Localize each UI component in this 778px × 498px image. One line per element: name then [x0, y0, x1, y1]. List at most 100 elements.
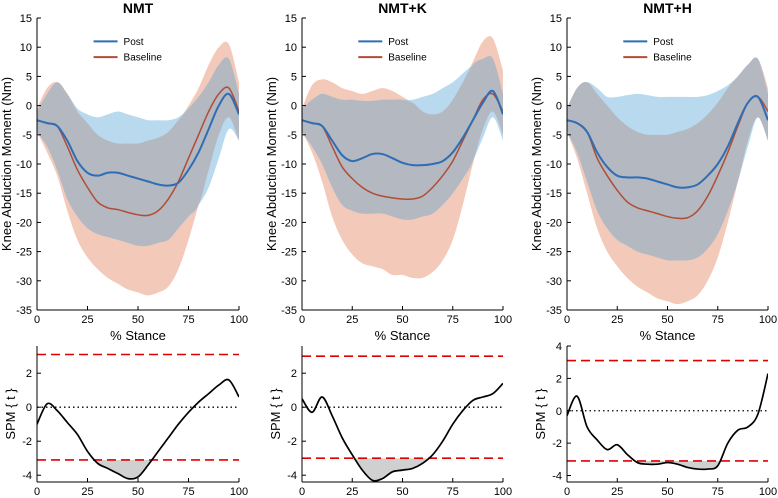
x-tick-label: 75: [182, 486, 194, 498]
x-tick-label: 25: [346, 486, 358, 498]
spm-panel-2: 0 25 50 75 100 -4 -2 0 2 SPM { t }: [268, 346, 512, 498]
y-tick-label: -20: [546, 217, 562, 229]
x-axis-label: % Stance: [375, 328, 431, 343]
x-tick-label: 25: [81, 486, 93, 498]
plot-area: [37, 41, 239, 296]
y-tick-label: -35: [546, 305, 562, 317]
y-axis-label: SPM { t }: [3, 388, 18, 440]
legend-post-label: Post: [388, 37, 408, 48]
x-tick-label: 0: [564, 486, 570, 498]
y-tick-label: -4: [552, 471, 562, 483]
post-mean-line: [567, 94, 768, 189]
y-tick-label: 5: [556, 71, 562, 83]
y-tick-label: 5: [26, 71, 32, 83]
x-tick-label: 50: [661, 314, 673, 326]
y-tick-label: -10: [281, 159, 297, 171]
y-tick-label: -5: [287, 130, 297, 142]
y-axis-label: SPM { t }: [533, 388, 548, 440]
y-tick-label: -5: [22, 130, 32, 142]
x-tick-label: 0: [34, 486, 40, 498]
chart-title: NMT+H: [643, 0, 692, 16]
x-tick-label: 0: [299, 486, 305, 498]
kam-panel-nmt-plus-k: 0 25 50 75 100 -35 -30 -25 -20 -15 -10 -5 0 5 10 15 NMT+…: [264, 0, 512, 343]
y-tick-label: -35: [281, 305, 297, 317]
spm-shade-group: [354, 458, 430, 481]
y-tick-label: -30: [16, 276, 32, 288]
y-tick-label: 0: [556, 101, 562, 113]
x-tick-label: 25: [346, 314, 358, 326]
x-tick-label: 100: [494, 486, 512, 498]
legend-baseline-label: Baseline: [388, 53, 427, 64]
x-tick-label: 100: [230, 314, 248, 326]
x-tick-label: 25: [611, 486, 623, 498]
x-tick-label: 50: [132, 486, 144, 498]
y-tick-label: -15: [16, 188, 32, 200]
y-tick-label: -15: [546, 188, 562, 200]
y-tick-label: 4: [556, 341, 562, 353]
y-tick-label: 10: [550, 42, 562, 54]
spm-panel-1: 0 25 50 75 100 -4 -2 0 2 SPM { t }: [3, 346, 248, 498]
x-tick-label: 75: [447, 314, 459, 326]
spm-shade-group: [37, 459, 239, 479]
x-tick-label: 50: [661, 486, 673, 498]
y-tick-label: 2: [291, 368, 297, 380]
chart-title: NMT+K: [378, 0, 427, 16]
x-tick-label: 0: [564, 314, 570, 326]
y-tick-label: -25: [281, 247, 297, 259]
x-tick-label: 100: [494, 314, 512, 326]
y-tick-label: -30: [281, 276, 297, 288]
x-tick-label: 25: [81, 314, 93, 326]
x-tick-label: 75: [182, 314, 194, 326]
baseline-mean-line: [37, 86, 239, 217]
supra-threshold-cluster: [354, 458, 430, 481]
spm-shade-group: [634, 460, 721, 470]
y-axis-label: SPM { t }: [268, 388, 283, 440]
y-tick-label: 15: [285, 13, 297, 25]
y-axis-label: Knee Abduction Moment (Nm): [529, 77, 544, 251]
y-tick-label: -20: [16, 217, 32, 229]
post-mean-line: [37, 92, 239, 187]
chart-title: NMT: [123, 0, 154, 16]
y-tick-label: -20: [281, 217, 297, 229]
plot-area: [302, 355, 503, 482]
y-tick-label: -10: [546, 159, 562, 171]
x-tick-label: 100: [759, 486, 777, 498]
baseline-mean-line: [567, 95, 768, 220]
spm-t-curve: [37, 378, 239, 480]
y-tick-label: 0: [291, 101, 297, 113]
kam-panel-nmt-plus-h: 0 25 50 75 100 -35 -30 -25 -20 -15 -10 -5 0 5 10 15 NMT+…: [529, 0, 777, 343]
kam-panel-nmt: 0 25 50 75 100 -35 -30 -25 -20 -15 -10 -5 0 5 10 15 NMT%…: [0, 0, 248, 343]
x-tick-label: 75: [712, 486, 724, 498]
y-tick-label: 10: [285, 42, 297, 54]
legend-baseline-label: Baseline: [653, 53, 692, 64]
y-tick-label: -30: [546, 276, 562, 288]
x-tick-label: 0: [299, 314, 305, 326]
x-tick-label: 0: [34, 314, 40, 326]
y-tick-label: -2: [552, 438, 562, 450]
plot-area: [567, 57, 768, 305]
y-tick-label: 0: [26, 402, 32, 414]
x-tick-label: 50: [132, 314, 144, 326]
x-tick-label: 100: [759, 314, 777, 326]
y-tick-label: -25: [546, 247, 562, 259]
y-tick-label: -2: [22, 436, 32, 448]
spm-panel-3: 0 25 50 75 100 -4 -2 0 2 4 SPM { t }: [533, 341, 777, 498]
y-tick-label: 2: [26, 368, 32, 380]
y-tick-label: -4: [287, 470, 297, 482]
y-axis-label: Knee Abduction Moment (Nm): [0, 77, 14, 251]
x-tick-label: 100: [230, 486, 248, 498]
x-axis-label: % Stance: [110, 328, 166, 343]
y-tick-label: -2: [287, 436, 297, 448]
y-axis-label: Knee Abduction Moment (Nm): [264, 77, 279, 251]
legend-post-label: Post: [124, 37, 144, 48]
post-mean-line: [302, 89, 503, 167]
x-tick-label: 75: [447, 486, 459, 498]
x-axis-label: % Stance: [640, 328, 696, 343]
overlap-sd-band: [37, 57, 239, 247]
spm-t-curve: [567, 373, 768, 471]
x-tick-label: 75: [712, 314, 724, 326]
y-tick-label: -4: [22, 470, 32, 482]
y-tick-label: -10: [16, 159, 32, 171]
plot-area: [567, 359, 768, 471]
